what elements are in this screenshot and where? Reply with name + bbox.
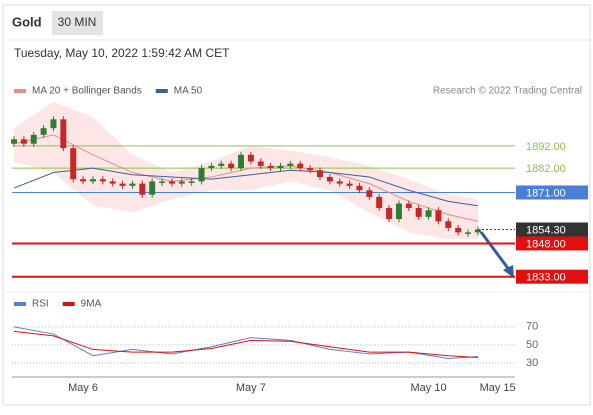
candle <box>346 183 353 186</box>
x-tick-label: May 6 <box>68 382 98 394</box>
datetime: Tuesday, May 10, 2022 1:59:42 AM CET <box>14 46 230 60</box>
level-label: 1892.00 <box>526 141 566 153</box>
candle <box>109 181 116 184</box>
candle <box>287 163 294 166</box>
legend-label: MA 50 <box>174 86 203 97</box>
candle <box>445 221 452 228</box>
symbol: Gold <box>12 14 42 29</box>
candle <box>159 181 166 183</box>
candle <box>40 128 47 135</box>
x-tick-label: May 7 <box>236 382 266 394</box>
candle <box>326 176 333 182</box>
candle <box>316 170 323 177</box>
candle <box>405 203 412 208</box>
level-label: 1848.00 <box>526 238 566 250</box>
x-tick-label: May 10 <box>411 382 447 394</box>
level-box <box>516 236 588 251</box>
candle <box>435 210 442 222</box>
candle <box>267 165 274 169</box>
candle <box>60 119 67 149</box>
series-line <box>13 330 478 359</box>
candle <box>89 179 96 182</box>
candle <box>119 183 126 186</box>
candle <box>425 210 432 217</box>
interval[interactable]: 30 MIN <box>58 15 97 29</box>
candle <box>257 161 264 166</box>
level-box <box>516 222 588 237</box>
x-tick-label: May 15 <box>480 382 516 394</box>
level-box <box>516 269 588 284</box>
candle <box>228 163 235 169</box>
candle <box>336 181 343 184</box>
level-box <box>516 185 588 200</box>
candle <box>80 179 87 182</box>
candle <box>455 227 462 233</box>
candle <box>356 185 363 191</box>
bollinger-band <box>14 101 478 240</box>
forecast-arrow <box>479 231 512 272</box>
candle <box>99 179 106 182</box>
candle <box>70 148 77 180</box>
candle <box>198 168 205 182</box>
candle <box>415 207 422 217</box>
candle <box>366 190 373 197</box>
candle <box>30 134 37 144</box>
credit: Research © 2022 Trading Central <box>433 86 582 97</box>
candle <box>11 139 17 144</box>
candle <box>208 165 215 169</box>
y-tick-label: 50 <box>526 339 538 351</box>
candle <box>50 119 57 129</box>
candle <box>139 183 146 195</box>
legend-swatch <box>62 302 75 306</box>
candle <box>168 181 175 184</box>
candle <box>218 163 225 166</box>
interval-box[interactable] <box>52 11 103 35</box>
level-label: 1833.00 <box>526 272 566 284</box>
y-tick-label: 70 <box>526 321 538 333</box>
candle <box>277 165 284 169</box>
candle <box>376 196 383 208</box>
candle <box>188 181 195 183</box>
candle <box>20 139 27 144</box>
candle <box>247 154 254 162</box>
legend-swatch <box>14 89 26 93</box>
candle <box>297 163 304 169</box>
level-label: 1854.30 <box>526 224 566 236</box>
arrow-head <box>503 265 514 278</box>
candle <box>465 232 472 234</box>
candle <box>474 229 481 233</box>
legend-label: 9MA <box>81 299 102 310</box>
candle <box>307 168 314 171</box>
candle <box>238 154 245 169</box>
level-label: 1882.00 <box>526 163 566 175</box>
candle <box>386 207 393 220</box>
y-tick-label: 30 <box>526 357 538 369</box>
legend-swatch <box>155 89 168 93</box>
legend-label: RSI <box>32 299 49 310</box>
candle <box>395 203 402 220</box>
level-label: 1871.00 <box>526 187 566 199</box>
candle <box>129 183 136 186</box>
legend-swatch <box>14 302 26 306</box>
candle <box>149 181 156 195</box>
series-line <box>13 167 478 207</box>
candle <box>178 181 185 184</box>
legend-label: MA 20 + Bollinger Bands <box>32 86 142 97</box>
